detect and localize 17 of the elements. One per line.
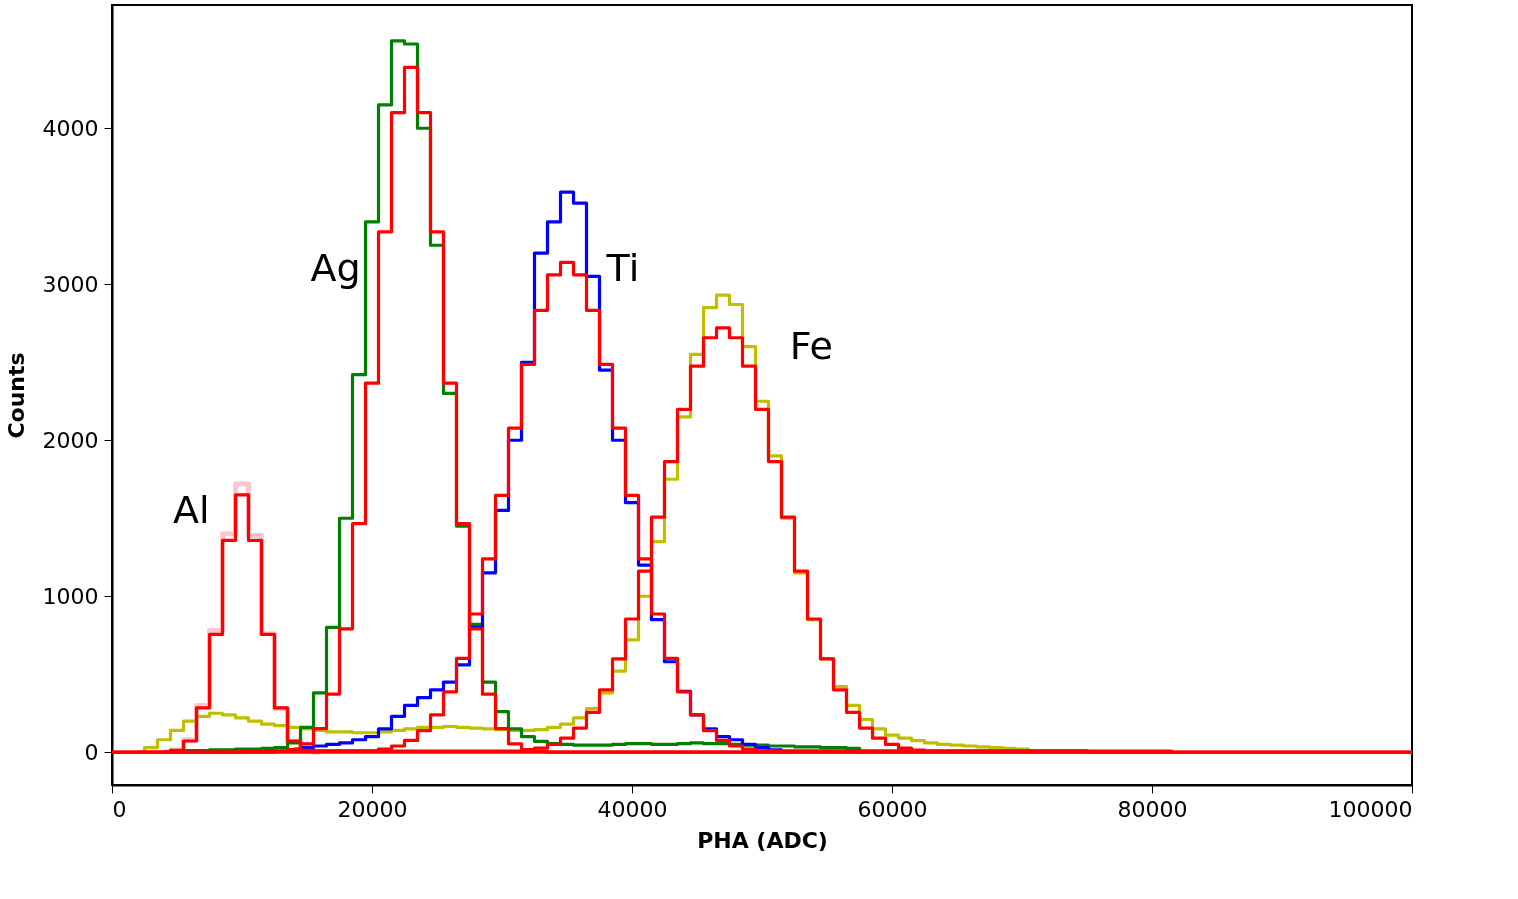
x-axis-title: PHA (ADC) (697, 827, 828, 853)
x-tick-label: 40000 (597, 796, 668, 822)
x-tick-label: 60000 (857, 796, 928, 822)
x-tick-label: 80000 (1117, 796, 1188, 822)
annotation: Ti (605, 246, 640, 291)
x-tick-label: 0 (112, 796, 127, 822)
x-tick-label: 20000 (337, 796, 408, 822)
y-axis-title: Counts (3, 352, 29, 439)
y-tick-label: 3000 (42, 271, 99, 297)
annotation: Ag (310, 246, 361, 291)
annotation: Fe (789, 324, 833, 369)
y-tick-label: 2000 (42, 427, 99, 453)
y-tick-label: 4000 (42, 115, 99, 141)
y-tick-label: 1000 (42, 583, 99, 609)
x-tick-label: 100000 (1328, 796, 1413, 822)
annotation: Al (173, 488, 210, 532)
y-tick-label: 0 (84, 739, 99, 765)
